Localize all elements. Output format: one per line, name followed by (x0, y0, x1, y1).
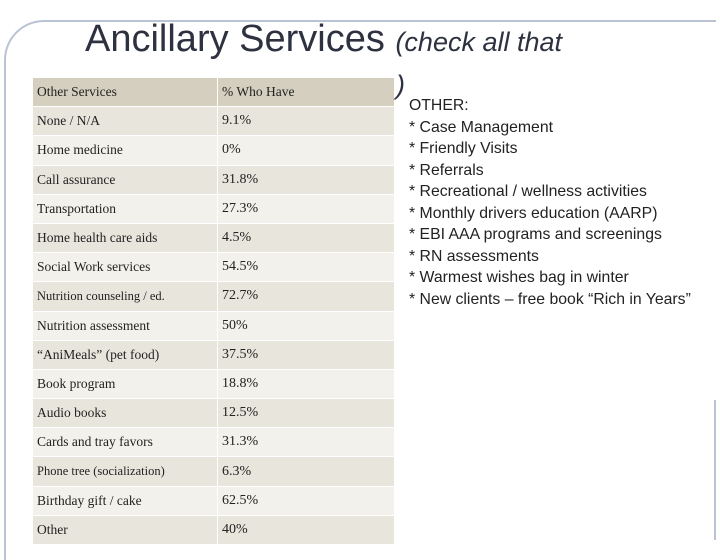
table-row: Social Work services 54.5% (33, 252, 395, 283)
percent-cell: 62.5% (217, 486, 395, 516)
service-cell: Call assurance (33, 165, 218, 195)
title: Ancillary Services (check all that (85, 18, 562, 61)
column-header: % Who Have (217, 78, 395, 108)
service-cell: Birthday gift / cake (33, 486, 218, 516)
table-row: None / N/A 9.1% (33, 106, 395, 137)
service-cell: Book program (33, 369, 218, 400)
other-item: * Recreational / wellness activities (409, 183, 647, 200)
percent-cell: 50% (217, 311, 395, 341)
column-header: Other Services (33, 78, 218, 108)
header-row: Other Services% Who Have (33, 78, 395, 108)
percent-cell: 18.8% (217, 369, 395, 400)
table-row: Home medicine 0% (33, 135, 395, 166)
percent-cell: 4.5% (217, 223, 395, 254)
service-cell: Home health care aids (33, 223, 218, 254)
other-list: OTHER: * Case Management * Friendly Visit… (409, 95, 709, 310)
other-item: * Case Management (409, 118, 554, 136)
table-row: Nutrition assessment 50% (33, 311, 395, 341)
table-row: Transportation 27.3% (33, 194, 395, 224)
table-row: Home health care aids 4.5% (33, 223, 395, 254)
percent-cell: 72.7% (217, 281, 395, 312)
table-row: Birthday gift / cake 62.5% (33, 486, 395, 516)
service-cell: Other (33, 515, 218, 546)
services-table: Other Services% Who Have None / N/A 9.1% Ho… (33, 78, 395, 546)
service-cell: Transportation (33, 194, 218, 224)
percent-cell: 12.5% (217, 398, 395, 429)
title-note: (check all that (395, 27, 563, 57)
service-cell: Cards and tray favors (33, 427, 218, 458)
other-item: * Warmest wishes bag in winter (409, 269, 629, 286)
service-cell: None / N/A (33, 106, 218, 137)
title-note-end: ) (396, 70, 405, 100)
other-item: * Friendly Visits (409, 140, 518, 157)
service-cell: Home medicine (33, 135, 218, 166)
other-item: * RN assessments (409, 247, 539, 265)
service-cell: Audio books (33, 398, 218, 429)
service-cell: Nutrition counseling / ed. (33, 281, 218, 312)
service-cell: Social Work services (33, 252, 218, 283)
other-item: * Monthly drivers education (AARP) (409, 204, 658, 222)
table-row: Book program 18.8% (33, 369, 395, 400)
table-row: Phone tree (socialization) 6.3% (33, 456, 395, 487)
percent-cell: 31.3% (217, 427, 395, 458)
title-main: Ancillary Services (85, 18, 385, 60)
table-row: Audio books 12.5% (33, 398, 395, 429)
slide: Ancillary Services (check all that Other… (4, 18, 716, 560)
percent-cell: 31.8% (217, 165, 395, 195)
table-row: Cards and tray favors 31.3% (33, 427, 395, 458)
other-item: * Referrals (409, 161, 484, 179)
percent-cell: 27.3% (217, 194, 395, 224)
service-cell: Phone tree (socialization) (33, 456, 218, 487)
other-item: * New clients – free book “Rich in Years… (409, 290, 691, 308)
percent-cell: 54.5% (217, 252, 395, 283)
percent-cell: 0% (217, 135, 395, 166)
percent-cell: 40% (217, 515, 395, 546)
service-cell: “AniMeals” (pet food) (33, 340, 218, 370)
other-heading: OTHER: (409, 97, 469, 114)
frame (4, 20, 716, 560)
table-row: Call assurance 31.8% (33, 165, 395, 195)
percent-cell: 9.1% (217, 106, 395, 137)
percent-cell: 37.5% (217, 340, 395, 370)
percent-cell: 6.3% (217, 456, 395, 487)
other-item: * EBI AAA programs and screenings (409, 226, 662, 243)
table-row: “AniMeals” (pet food) 37.5% (33, 340, 395, 370)
table-row: Nutrition counseling / ed. 72.7% (33, 281, 395, 312)
service-cell: Nutrition assessment (33, 311, 218, 341)
table-row: Other 40% (33, 515, 395, 546)
frame (676, 400, 716, 540)
